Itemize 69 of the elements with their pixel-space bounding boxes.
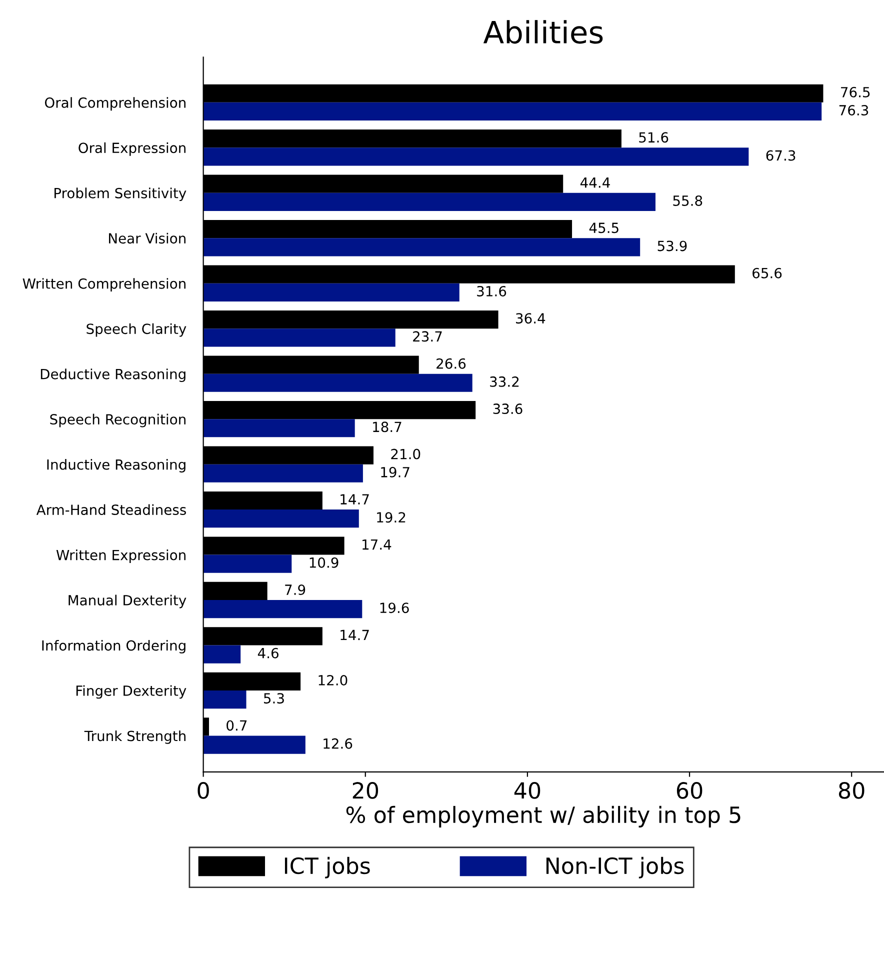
y-tick-label: Manual Dexterity xyxy=(68,594,186,608)
y-tick-label: Oral Expression xyxy=(78,142,186,156)
legend-label: ICT jobs xyxy=(284,856,370,878)
data-label: 65.6 xyxy=(752,268,782,278)
y-tick-label: Deductive Reasoning xyxy=(40,368,186,382)
bar xyxy=(203,736,306,754)
data-label: 7.9 xyxy=(285,584,306,596)
y-tick-label: Arm-Hand Steadiness xyxy=(36,504,186,516)
data-label: 33.2 xyxy=(490,376,519,387)
y-tick-label: Finger Dexterity xyxy=(76,685,186,699)
x-tick-label: 0 xyxy=(198,782,209,799)
data-label: 45.5 xyxy=(589,222,618,234)
bar xyxy=(203,464,363,482)
chart-title: Abilities xyxy=(483,20,603,44)
data-label: 4.6 xyxy=(258,648,278,658)
data-label: 33.6 xyxy=(493,404,522,414)
x-tick-label: 40 xyxy=(514,782,540,799)
x-tick-label: 60 xyxy=(676,782,702,799)
x-tick-label: 80 xyxy=(838,782,864,799)
data-label: 0.7 xyxy=(226,720,247,731)
y-tick-label: Problem Sensitivity xyxy=(54,188,186,202)
y-tick-label: Speech Clarity xyxy=(86,323,186,337)
data-label: 19.6 xyxy=(380,602,409,614)
y-tick-label: Information Ordering xyxy=(42,640,186,654)
data-label: 14.7 xyxy=(340,494,369,504)
data-label: 36.4 xyxy=(516,313,546,324)
data-label: 44.4 xyxy=(580,178,610,188)
x-axis-title: % of employment w/ ability in top 5 xyxy=(346,806,740,828)
bar xyxy=(203,690,246,709)
bar xyxy=(203,645,241,664)
bar xyxy=(203,374,472,392)
data-label: 17.4 xyxy=(362,539,392,550)
data-label: 23.7 xyxy=(413,331,442,342)
bar xyxy=(203,283,460,302)
data-label: 76.3 xyxy=(839,104,868,116)
data-label: 19.2 xyxy=(377,512,406,523)
y-tick-label: Speech Recognition xyxy=(50,414,186,428)
bar xyxy=(203,554,292,573)
bar xyxy=(203,192,656,211)
data-label: 14.7 xyxy=(340,630,369,640)
data-label: 10.9 xyxy=(310,557,338,568)
data-label: 31.6 xyxy=(477,286,506,296)
data-label: 55.8 xyxy=(673,195,702,206)
y-tick-label: Trunk Strength xyxy=(84,730,186,744)
y-tick-label: Written Comprehension xyxy=(22,278,186,292)
bar xyxy=(203,328,396,347)
legend-label: Non-ICT jobs xyxy=(546,856,684,878)
data-label: 12.6 xyxy=(324,738,352,749)
y-tick-label: Written Expression xyxy=(56,550,186,563)
y-tick-label: Oral Comprehension xyxy=(44,97,186,111)
bar xyxy=(203,510,359,528)
data-label: 19.7 xyxy=(381,466,410,478)
data-label: 51.6 xyxy=(639,132,668,143)
data-label: 76.5 xyxy=(841,86,870,98)
data-label: 5.3 xyxy=(264,693,284,704)
data-label: 67.3 xyxy=(766,150,796,161)
bar xyxy=(203,238,640,256)
data-label: 21.0 xyxy=(391,448,420,460)
bar xyxy=(203,102,822,121)
y-tick-label: Inductive Reasoning xyxy=(47,459,186,472)
y-tick-label: Near Vision xyxy=(109,232,186,244)
bar xyxy=(203,148,749,166)
data-label: 18.7 xyxy=(373,422,402,432)
bar xyxy=(203,419,355,438)
data-label: 53.9 xyxy=(658,240,687,252)
data-label: 26.6 xyxy=(436,358,466,369)
data-label: 12.0 xyxy=(318,674,348,686)
x-tick-label: 20 xyxy=(352,782,378,799)
bar xyxy=(203,600,362,618)
